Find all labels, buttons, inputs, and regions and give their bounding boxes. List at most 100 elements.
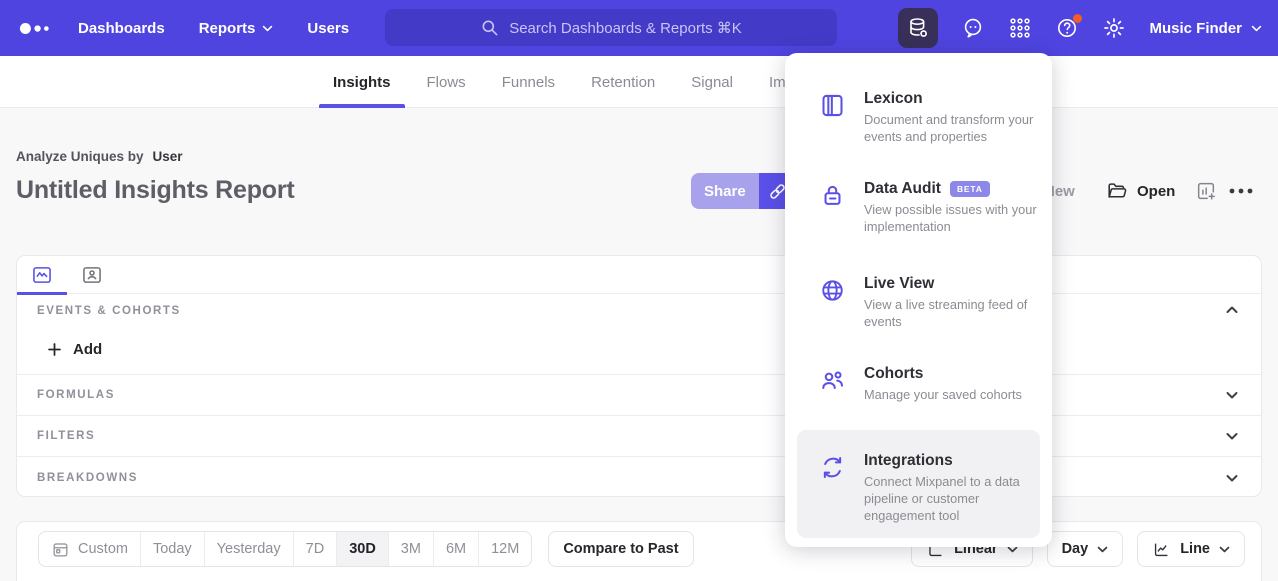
chart-type-label: Line (1180, 541, 1210, 557)
interval-label: Day (1061, 541, 1089, 557)
tab-signal[interactable]: Signal (691, 73, 733, 91)
menu-item-title: Lexicon (864, 90, 923, 107)
tab-retention[interactable]: Retention (591, 73, 656, 91)
project-name: Music Finder (1149, 19, 1242, 37)
menu-item-text: Data Audit BETA View possible issues with… (864, 180, 1038, 236)
range-6m[interactable]: 6M (432, 532, 478, 566)
nav-dashboards-label: Dashboards (78, 19, 165, 37)
chevron-up-icon (1226, 306, 1238, 313)
range-custom[interactable]: Custom (39, 532, 140, 566)
menu-item-live-view[interactable]: Live View View a live streaming feed of … (785, 275, 1052, 331)
range-3m[interactable]: 3M (387, 532, 433, 566)
more-options-button[interactable] (1228, 173, 1254, 209)
project-switcher[interactable]: Music Finder (1149, 20, 1262, 37)
report-tabs: Insights Flows Funnels Retention Signal … (319, 56, 828, 108)
menu-item-data-audit[interactable]: Data Audit BETA View possible issues with… (785, 180, 1052, 236)
add-to-dashboard-button[interactable] (1195, 180, 1217, 202)
chart-plus-icon (1197, 182, 1215, 200)
axis-icon (929, 543, 942, 556)
menu-item-title-text: Data Audit (864, 180, 941, 197)
settings-button[interactable] (1102, 16, 1126, 40)
menu-item-description: View possible issues with your implement… (864, 202, 1037, 234)
chevron-down-icon (1226, 474, 1238, 481)
feedback-button[interactable] (961, 16, 985, 40)
formulas-section[interactable]: FORMULAS (17, 374, 1261, 415)
query-builder-card: EVENTS & COHORTS Add FORMULAS FILTERS BR… (16, 255, 1262, 497)
menu-item-description: Manage your saved cohorts (864, 387, 1022, 402)
menu-item-title: Cohorts (864, 365, 924, 382)
help-button[interactable] (1055, 14, 1083, 40)
share-button[interactable]: Share (691, 173, 759, 209)
chevron-down-icon (1226, 433, 1238, 440)
chevron-down-icon (263, 25, 273, 31)
chevron-down-icon (1007, 546, 1017, 552)
collapse-events-button[interactable] (1225, 303, 1239, 317)
top-nav: Dashboards Reports Users (78, 0, 349, 56)
nav-dashboards[interactable]: Dashboards (78, 20, 165, 37)
tab-funnels[interactable]: Funnels (501, 73, 556, 91)
menu-item-title: Live View (864, 275, 935, 292)
tab-events-view[interactable] (17, 256, 67, 295)
chart-pulse-icon (33, 267, 51, 283)
chart-type-dropdown[interactable]: Line (1137, 531, 1245, 567)
tab-profiles-view[interactable] (67, 256, 117, 294)
kicker-value[interactable]: User (152, 149, 183, 164)
mixpanel-logo-icon[interactable] (18, 19, 54, 37)
events-cohorts-header: EVENTS & COHORTS (37, 305, 181, 317)
chevron-down-icon (1226, 392, 1238, 399)
apps-grid-button[interactable] (1008, 16, 1032, 40)
filters-header: FILTERS (37, 430, 96, 442)
date-range-segmented-control: Custom Today Yesterday 7D 30D 3M 6M 12M (38, 531, 533, 567)
interval-dropdown[interactable]: Day (1046, 531, 1124, 567)
tab-flows[interactable]: Flows (426, 73, 466, 91)
menu-item-integrations[interactable]: Integrations Connect Mixpanel to a data … (797, 452, 1040, 525)
data-management-button[interactable] (898, 8, 939, 48)
nav-users[interactable]: Users (307, 20, 349, 37)
gear-icon (1104, 18, 1125, 38)
search-input[interactable]: Search Dashboards & Reports ⌘K (385, 9, 837, 46)
person-card-icon (83, 267, 101, 283)
menu-item-cohorts[interactable]: Cohorts Manage your saved cohorts (785, 365, 1052, 404)
nav-reports[interactable]: Reports (199, 20, 274, 37)
nav-users-label: Users (307, 19, 350, 37)
menu-item-lexicon[interactable]: Lexicon Document and transform your even… (785, 90, 1052, 146)
globe-icon (819, 277, 846, 304)
add-event-button[interactable]: Add (47, 336, 102, 362)
open-report-button[interactable]: Open (1106, 173, 1175, 209)
compare-to-past-button[interactable]: Compare to Past (548, 531, 694, 567)
breakdowns-section[interactable]: BREAKDOWNS (17, 456, 1261, 498)
ellipsis-icon (1229, 188, 1253, 194)
link-icon (769, 183, 785, 199)
filters-section[interactable]: FILTERS (17, 415, 1261, 456)
range-12m[interactable]: 12M (478, 532, 531, 566)
kicker-prefix: Analyze Uniques by (16, 149, 144, 164)
menu-item-integrations-highlight[interactable]: Integrations Connect Mixpanel to a data … (797, 430, 1040, 538)
plus-icon (48, 342, 61, 356)
tab-insights[interactable]: Insights (319, 56, 405, 108)
menu-item-text: Cohorts Manage your saved cohorts (864, 365, 1022, 404)
calendar-icon (53, 542, 68, 556)
menu-item-description: Connect Mixpanel to a data pipeline or c… (864, 474, 1020, 523)
range-yesterday[interactable]: Yesterday (203, 532, 293, 566)
folder-icon (1108, 183, 1127, 198)
menu-item-text: Integrations Connect Mixpanel to a data … (864, 452, 1030, 525)
breakdowns-header: BREAKDOWNS (37, 471, 138, 484)
page-title[interactable]: Untitled Insights Report (16, 176, 295, 204)
menu-item-text: Lexicon Document and transform your even… (864, 90, 1038, 146)
range-30d[interactable]: 30D (336, 532, 388, 566)
notification-dot (1073, 14, 1083, 23)
database-gear-icon (910, 18, 928, 37)
range-custom-label: Custom (78, 541, 128, 557)
sync-icon (819, 454, 846, 481)
menu-item-title: Integrations (864, 452, 953, 469)
range-7d[interactable]: 7D (292, 532, 337, 566)
chevron-down-icon (1097, 546, 1108, 552)
analysis-kicker: Analyze Uniques by User (16, 149, 183, 164)
range-today[interactable]: Today (139, 532, 204, 566)
menu-item-description: Document and transform your events and p… (864, 112, 1034, 144)
data-tools-menu: Lexicon Document and transform your even… (785, 53, 1052, 547)
builder-tabstrip (17, 256, 1261, 295)
open-label: Open (1137, 182, 1176, 200)
formulas-header: FORMULAS (37, 389, 115, 401)
